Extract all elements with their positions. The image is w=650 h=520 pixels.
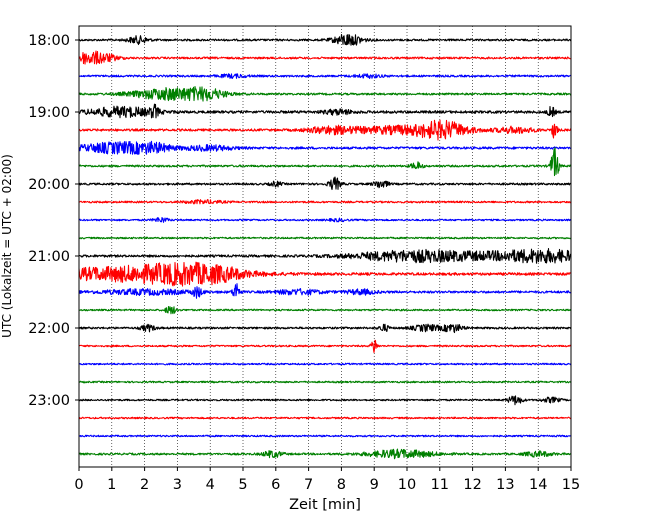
trace-2200 — [78, 323, 572, 334]
x-tick-label: 11 — [431, 477, 449, 493]
y-tick-label: 22:00 — [28, 321, 70, 337]
trace-2215 — [78, 339, 572, 353]
x-tick-label: 13 — [496, 477, 514, 493]
x-tick-label: 15 — [562, 477, 580, 493]
plot-frame — [78, 25, 572, 468]
trace-1915 — [78, 119, 572, 141]
x-axis: 0 1 2 3 4 5 6 7 8 9 10 11 12 13 14 15 — [74, 467, 580, 493]
trace-2115 — [78, 261, 572, 287]
x-tick-label: 5 — [238, 477, 247, 493]
trace-1930 — [78, 140, 572, 155]
seismogram-traces — [78, 33, 572, 460]
trace-1900 — [78, 103, 572, 119]
trace-1845 — [78, 85, 572, 102]
x-tick-label: 7 — [304, 477, 313, 493]
x-tick-label: 10 — [398, 477, 416, 493]
trace-2030 — [78, 216, 572, 223]
trace-2330 — [78, 434, 572, 438]
x-tick-label: 2 — [140, 477, 149, 493]
trace-2015 — [78, 199, 572, 205]
x-tick-label: 0 — [74, 477, 83, 493]
x-tick-label: 9 — [370, 477, 379, 493]
trace-2230 — [78, 362, 572, 366]
trace-2315 — [78, 416, 572, 420]
trace-2300 — [78, 395, 572, 406]
x-tick-label: 1 — [107, 477, 116, 493]
x-tick-label: 4 — [206, 477, 215, 493]
x-tick-label: 3 — [173, 477, 182, 493]
trace-2145 — [78, 305, 572, 315]
y-tick-label: 20:00 — [28, 177, 70, 193]
trace-2000 — [78, 176, 572, 191]
x-tick-label: 14 — [529, 477, 547, 493]
y-tick-label: 19:00 — [28, 105, 70, 121]
y-tick-label: 21:00 — [28, 249, 70, 265]
x-axis-label: Zeit [min] — [289, 497, 361, 513]
x-tick-label: 6 — [271, 477, 280, 493]
y-tick-label: 23:00 — [28, 393, 70, 409]
trace-2345 — [78, 448, 572, 460]
y-axis-label: UTC (Lokalzeit = UTC + 02:00) — [0, 154, 14, 338]
trace-1815 — [78, 50, 572, 65]
trace-2130 — [78, 283, 572, 299]
x-tick-label: 12 — [463, 477, 481, 493]
trace-1945 — [78, 147, 572, 177]
trace-2100 — [78, 248, 572, 264]
trace-2045 — [78, 236, 572, 240]
y-tick-label: 18:00 — [28, 33, 70, 49]
x-tick-label: 8 — [337, 477, 346, 493]
trace-1800 — [78, 33, 572, 46]
trace-1830 — [78, 73, 572, 79]
trace-2245 — [78, 380, 572, 384]
y-axis: 18:00 19:00 20:00 21:00 22:00 23:00 — [28, 33, 79, 409]
